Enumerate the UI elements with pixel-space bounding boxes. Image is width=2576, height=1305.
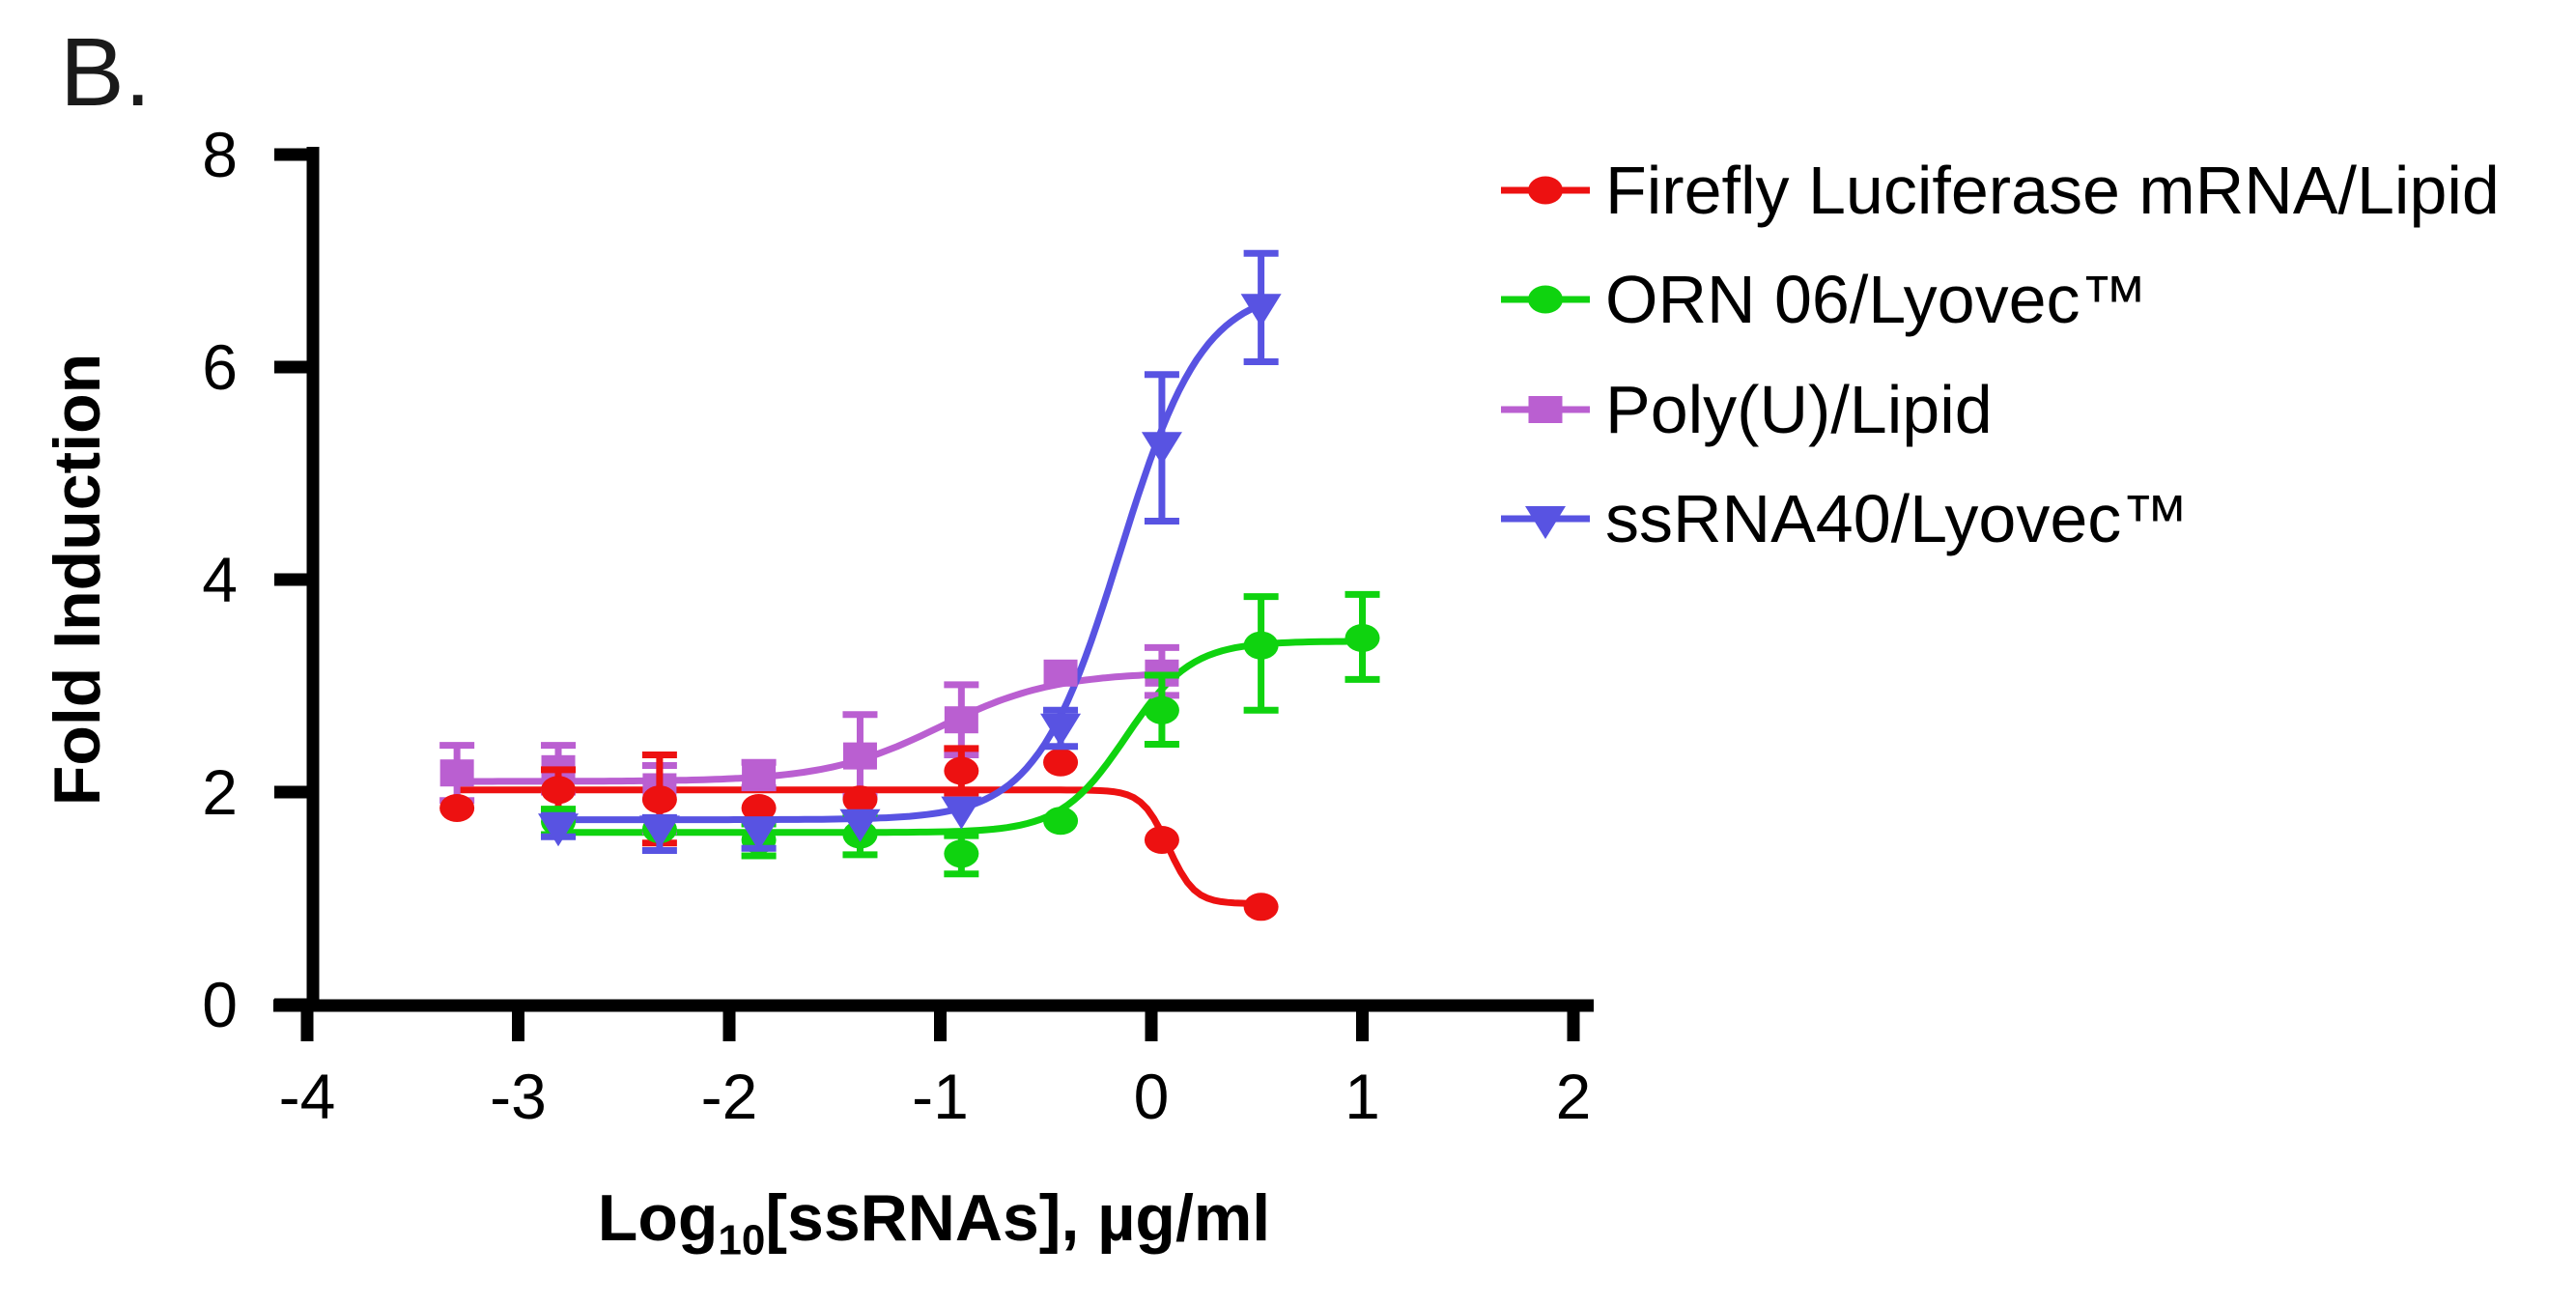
data-point-circle xyxy=(1144,826,1179,854)
data-point-square xyxy=(1043,659,1078,687)
data-point-triangle-down xyxy=(638,815,680,849)
x-axis-title: Log10[ssRNAs], µg/ml xyxy=(577,1180,1291,1265)
x-tick-label: 0 xyxy=(1134,1061,1170,1132)
x-tick-label: 1 xyxy=(1345,1061,1380,1132)
series-points-3 xyxy=(538,249,1282,854)
legend-label: ssRNA40/Lyovec™ xyxy=(1605,481,2190,556)
data-point-square xyxy=(1528,396,1563,423)
legend-item-1: ORN 06/Lyovec™ xyxy=(1499,262,2148,337)
x-tick-label: 2 xyxy=(1556,1061,1592,1132)
data-point-circle xyxy=(541,776,577,805)
data-point-circle xyxy=(842,785,878,814)
data-point-circle xyxy=(1345,624,1380,652)
data-point-triangle-down xyxy=(1040,713,1082,747)
axes xyxy=(273,147,1594,1041)
data-point-triangle-down xyxy=(1240,294,1282,327)
data-point-circle xyxy=(944,839,979,868)
data-point-triangle-down xyxy=(1141,432,1182,466)
x-tick-label: -1 xyxy=(912,1061,969,1132)
data-point-circle xyxy=(641,785,677,814)
data-point-circle xyxy=(1243,631,1279,660)
data-point-triangle-down xyxy=(941,796,982,830)
legend-label: Poly(U)/Lipid xyxy=(1605,372,1993,447)
tick-labels: 0 2 4 6 8 -4 -3 -2 -1 0 1 2 xyxy=(202,119,1591,1132)
data-point-circle xyxy=(1144,695,1179,724)
data-point-circle xyxy=(741,794,777,822)
data-point-square xyxy=(742,761,777,789)
series-curve-2 xyxy=(558,638,1363,837)
data-point-circle xyxy=(1043,748,1079,777)
legend-circle-icon xyxy=(1501,176,1590,205)
y-tick-label: 0 xyxy=(202,969,238,1040)
data-point-square xyxy=(439,759,474,787)
data-point-triangle-down xyxy=(1525,506,1566,539)
x-tick-label: -3 xyxy=(490,1061,547,1132)
x-axis-title-suffix: [ssRNAs], µg/ml xyxy=(765,1181,1271,1255)
data-point-triangle-down xyxy=(839,809,881,842)
legend-triangle-down-icon xyxy=(1501,506,1590,539)
legend-item-0: Firefly Luciferase mRNA/Lipid xyxy=(1499,153,2500,228)
data-point-circle xyxy=(1043,807,1079,836)
data-point-circle xyxy=(1243,893,1279,922)
legend-circle-icon xyxy=(1501,285,1590,314)
x-tick-label: -2 xyxy=(701,1061,758,1132)
legend-square-icon xyxy=(1501,396,1590,423)
legend-label: ORN 06/Lyovec™ xyxy=(1605,262,2148,337)
data-point-square xyxy=(842,742,877,770)
legend-item-2: Poly(U)/Lipid xyxy=(1499,372,1993,447)
y-tick-label: 2 xyxy=(202,756,238,828)
data-point-circle xyxy=(439,794,475,822)
panel-label: B. xyxy=(60,18,152,127)
data-point-triangle-down xyxy=(738,817,779,851)
x-axis-title-subscript: 10 xyxy=(718,1216,766,1264)
y-tick-label: 8 xyxy=(202,119,238,190)
legend-label: Firefly Luciferase mRNA/Lipid xyxy=(1605,153,2500,228)
y-tick-label: 4 xyxy=(202,544,238,615)
data-point-square xyxy=(944,706,978,734)
y-axis-title: Fold Induction xyxy=(41,353,114,807)
data-point-circle xyxy=(1528,285,1563,314)
legend-item-3: ssRNA40/Lyovec™ xyxy=(1499,481,2189,556)
data-point-circle xyxy=(1528,176,1563,205)
x-tick-label: -4 xyxy=(279,1061,336,1132)
data-point-triangle-down xyxy=(538,813,580,847)
data-point-circle xyxy=(944,756,979,785)
y-tick-label: 6 xyxy=(202,331,238,403)
x-axis-title-prefix: Log xyxy=(597,1181,719,1255)
